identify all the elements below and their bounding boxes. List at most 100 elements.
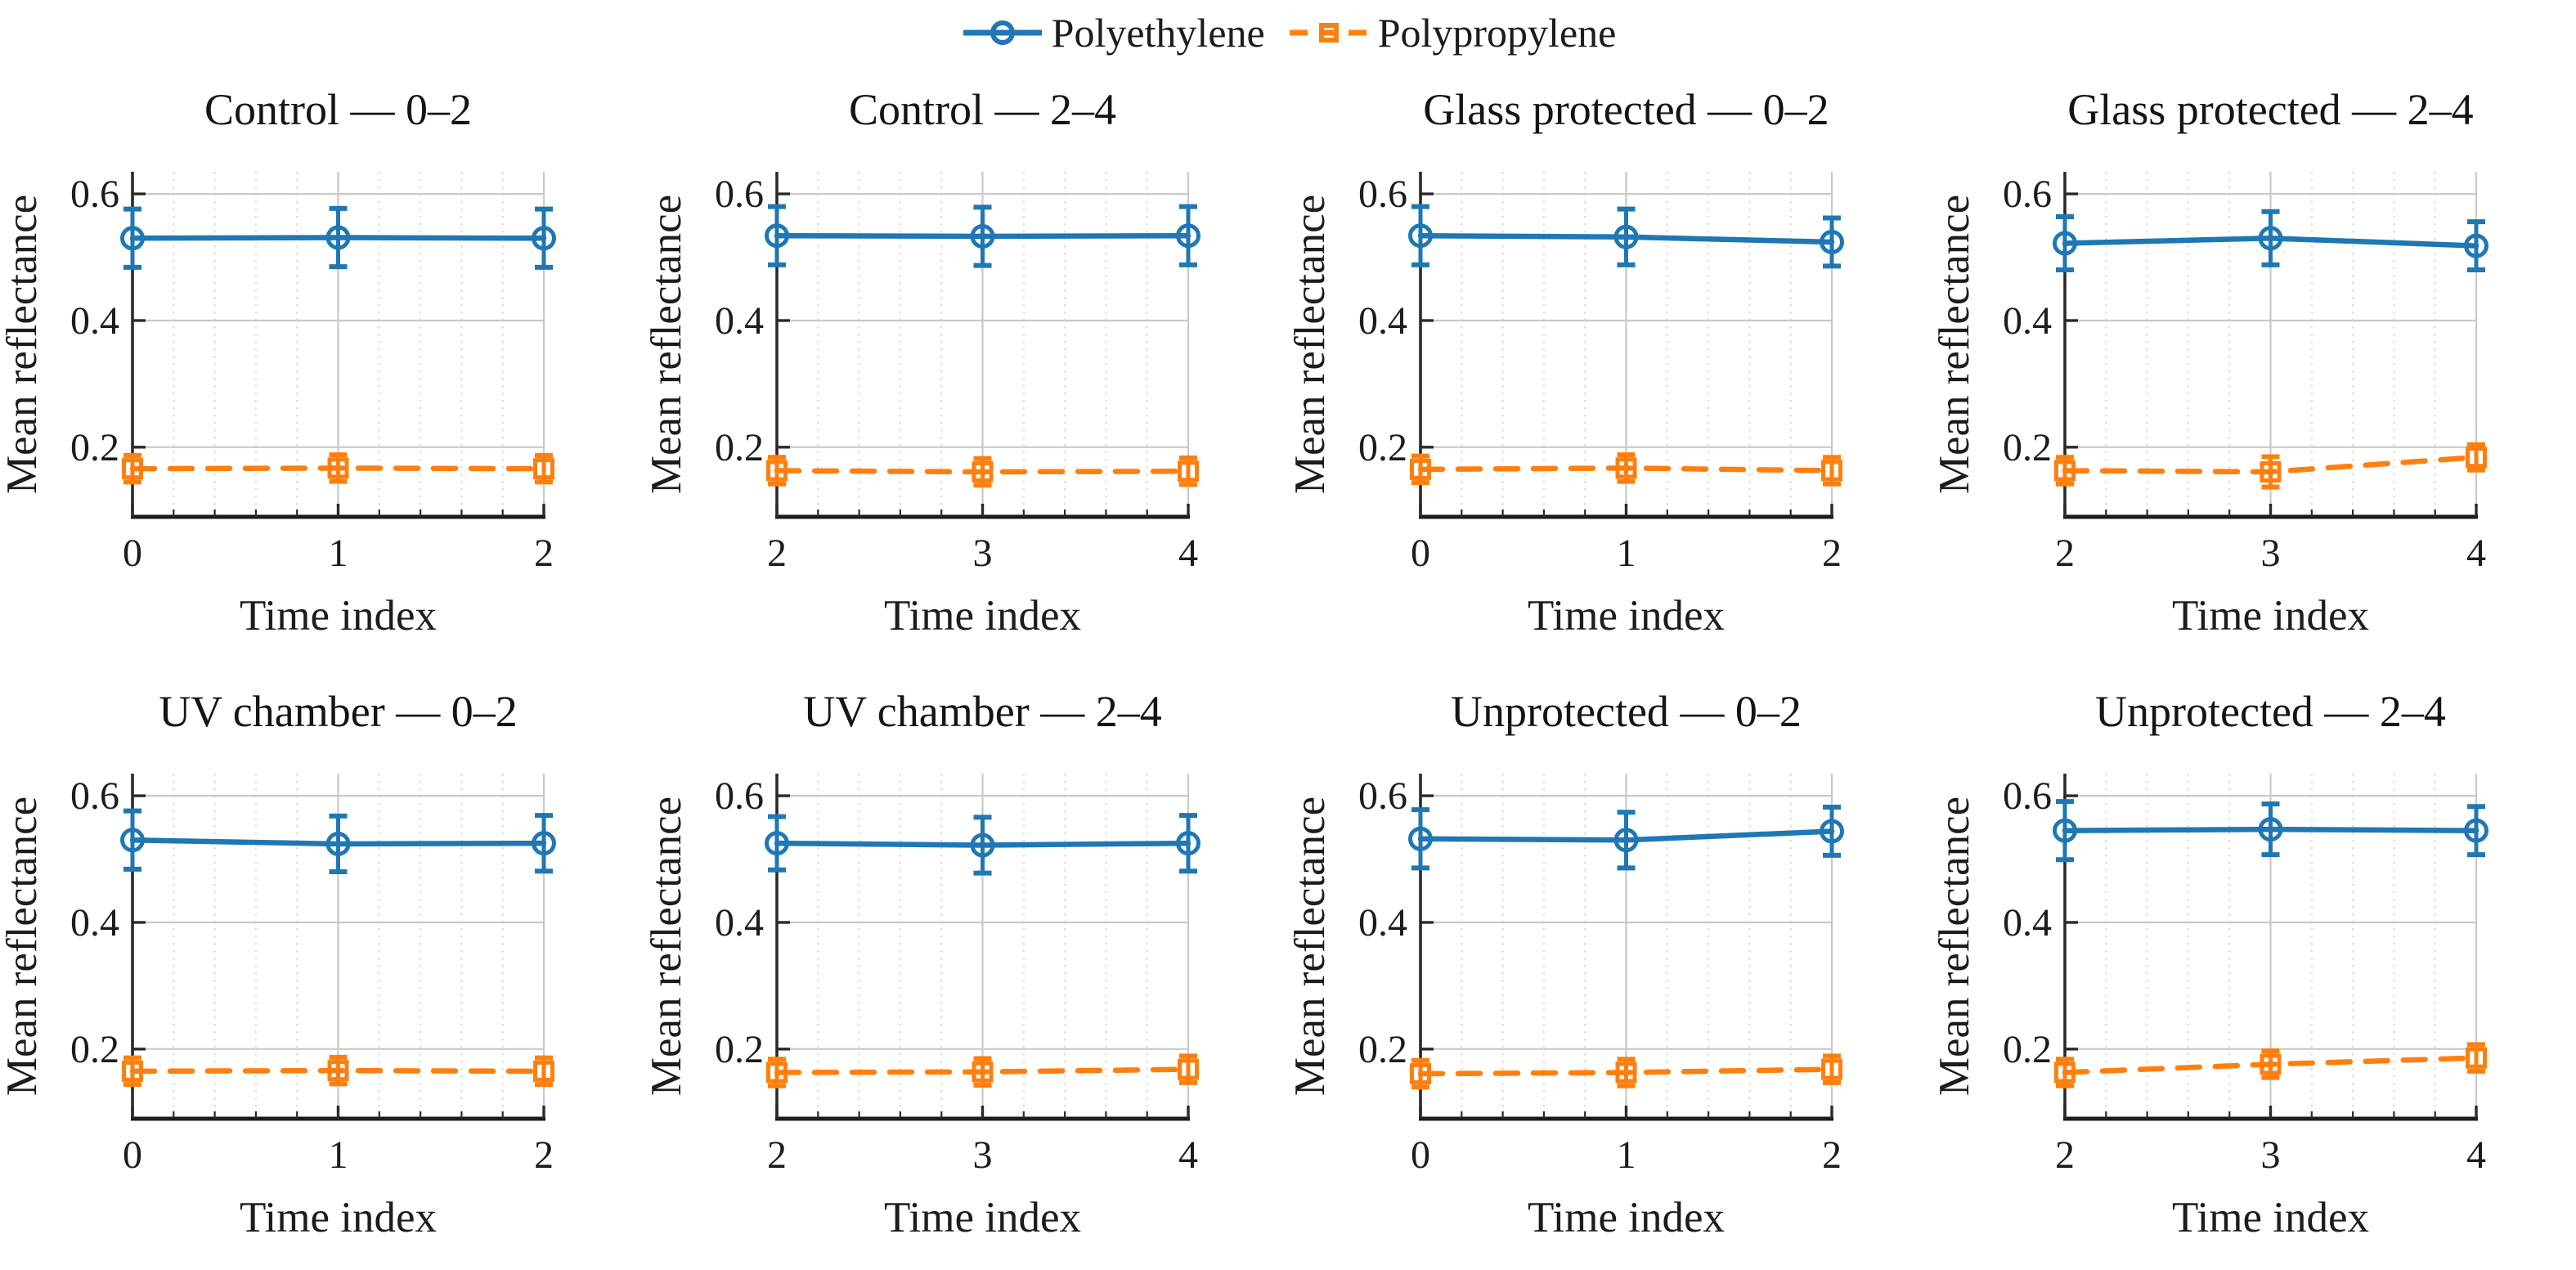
x-tick-label: 4 [1178, 532, 1198, 575]
subplot-title: UV chamber — 2–4 [803, 687, 1161, 736]
x-tick-label: 3 [972, 532, 992, 575]
x-tick-label: 0 [123, 532, 142, 575]
y-tick-label: 0.4 [2003, 299, 2052, 343]
subplot-2: 2 3 4 0.2 0.4 0.6 Control — 2–4 Time index Mean … [643, 65, 1289, 667]
y-tick-label: 0.4 [70, 299, 119, 343]
series-polyethylene [120, 808, 556, 875]
subplot-grid: 0 1 2 0.2 0.4 0.6 Control — 0–2 Time index Mean … [0, 65, 2576, 1269]
x-axis-label: Time index [1528, 1194, 1725, 1241]
x-tick-label: 0 [1411, 1133, 1430, 1177]
x-tick-label: 2 [534, 532, 554, 575]
tick-labels: 2 3 4 0.2 0.4 0.6 [715, 774, 1198, 1177]
subplot-title: Glass protected — 2–4 [2067, 85, 2473, 134]
series-polypropylene [765, 1053, 1199, 1088]
y-axis-label: Mean reflectance [1932, 195, 1978, 494]
y-axis-label: Mean reflectance [644, 195, 690, 494]
series-polyethylene [764, 813, 1200, 876]
subplot-3: 0 1 2 0.2 0.4 0.6 Glass protected — 0–2 Time in… [1286, 65, 1932, 667]
x-tick-label: 3 [2260, 532, 2280, 575]
tick-labels: 2 3 4 0.2 0.4 0.6 [2003, 774, 2486, 1177]
x-tick-label: 0 [123, 1133, 142, 1177]
y-tick-label: 0.2 [2003, 1028, 2052, 1071]
legend-label: Polyethylene [1051, 10, 1265, 56]
x-axis-label: Time index [884, 1194, 1081, 1241]
y-tick-label: 0.2 [715, 426, 764, 469]
y-axis-label: Mean reflectance [0, 195, 46, 494]
subplot-4: 2 3 4 0.2 0.4 0.6 Glass protected — 2–4 Time in… [1931, 65, 2576, 667]
subplot-title: Unprotected — 2–4 [2095, 687, 2446, 736]
series-polyethylene [120, 205, 556, 270]
polyethylene-swatch-circle-icon [963, 20, 1042, 45]
subplot-title: Unprotected — 0–2 [1451, 687, 1802, 736]
tick-labels: 0 1 2 0.2 0.4 0.6 [70, 173, 554, 575]
series-polypropylene [765, 455, 1199, 488]
subplot-1: 0 1 2 0.2 0.4 0.6 Control — 0–2 Time index Mean … [0, 65, 644, 667]
series-polypropylene [2053, 442, 2487, 490]
y-tick-label: 0.2 [1358, 1028, 1407, 1071]
x-tick-label: 2 [2055, 532, 2075, 575]
y-axis-label: Mean reflectance [644, 797, 690, 1096]
x-tick-label: 1 [1617, 1133, 1636, 1177]
y-axis-label: Mean reflectance [1932, 797, 1978, 1096]
legend-item-polyethylene: Polyethylene [960, 12, 1265, 53]
polypropylene-swatch-square-icon [1289, 23, 1368, 43]
x-tick-label: 1 [329, 532, 348, 575]
y-axis-label: Mean reflectance [1288, 195, 1334, 494]
y-tick-label: 0.6 [715, 774, 764, 818]
y-tick-label: 0.6 [715, 173, 764, 216]
tick-labels: 2 3 4 0.2 0.4 0.6 [715, 173, 1198, 575]
y-tick-label: 0.6 [70, 774, 119, 818]
x-axis-label: Time index [240, 592, 437, 639]
subplot-title: Control — 0–2 [204, 85, 472, 134]
y-tick-label: 0.2 [2003, 426, 2052, 469]
y-axis-label: Mean reflectance [1288, 797, 1334, 1096]
y-tick-label: 0.4 [1358, 901, 1407, 945]
x-tick-label: 0 [1411, 532, 1430, 575]
subplot-title: Control — 2–4 [848, 85, 1115, 134]
y-tick-label: 0.6 [2003, 173, 2052, 216]
legend-label: Polypropylene [1377, 10, 1617, 56]
x-tick-label: 2 [767, 1133, 787, 1177]
y-tick-label: 0.2 [715, 1028, 764, 1071]
subplot-2-chart: 2 3 4 0.2 0.4 0.6 Control — 2–4 Time index Mean … [643, 85, 1200, 639]
y-tick-label: 0.6 [2003, 774, 2052, 818]
subplot-title: Glass protected — 0–2 [1423, 85, 1829, 134]
y-tick-label: 0.4 [715, 299, 764, 343]
x-axis-label: Time index [240, 1194, 437, 1241]
series-polyethylene [2052, 799, 2488, 863]
series-polypropylene [122, 452, 554, 485]
series-polypropylene [122, 1054, 554, 1088]
subplot-title: UV chamber — 0–2 [159, 687, 517, 736]
y-tick-label: 0.4 [70, 901, 119, 945]
subplot-7-chart: 0 1 2 0.2 0.4 0.6 Unprotected — 0–2 Time index M… [1286, 687, 1844, 1241]
subplot-6: 2 3 4 0.2 0.4 0.6 UV chamber — 2–4 Time index Me… [643, 667, 1289, 1269]
y-tick-label: 0.4 [715, 901, 764, 945]
series-polypropylene [2053, 1042, 2487, 1088]
y-axis-label: Mean reflectance [0, 797, 46, 1096]
series-polyethylene [2052, 209, 2488, 273]
x-tick-label: 2 [534, 1133, 554, 1177]
x-axis-label: Time index [2172, 592, 2369, 639]
y-tick-label: 0.2 [70, 426, 119, 469]
x-tick-label: 2 [767, 532, 787, 575]
legend: Polyethylene Polypropylene [0, 0, 2576, 65]
x-tick-label: 1 [1617, 532, 1636, 575]
tick-labels: 0 1 2 0.2 0.4 0.6 [1358, 173, 1842, 575]
subplot-1-chart: 0 1 2 0.2 0.4 0.6 Control — 0–2 Time index Mean … [0, 85, 556, 639]
x-axis-label: Time index [2172, 1194, 2369, 1241]
subplot-5-chart: 0 1 2 0.2 0.4 0.6 UV chamber — 0–2 Time index Me… [0, 687, 556, 1241]
x-tick-label: 2 [2055, 1133, 2075, 1177]
legend-item-polypropylene: Polypropylene [1286, 10, 1617, 56]
x-tick-label: 2 [1822, 532, 1842, 575]
y-tick-label: 0.6 [1358, 173, 1407, 216]
subplot-5: 0 1 2 0.2 0.4 0.6 UV chamber — 0–2 Time index Me… [0, 667, 644, 1269]
tick-labels: 0 1 2 0.2 0.4 0.6 [70, 774, 554, 1177]
x-tick-label: 2 [1822, 1133, 1842, 1177]
x-tick-label: 3 [2260, 1133, 2280, 1177]
y-tick-label: 0.4 [2003, 901, 2052, 945]
series-polyethylene [1408, 204, 1844, 269]
series-polyethylene [1408, 805, 1844, 871]
x-axis-label: Time index [884, 592, 1081, 639]
y-tick-label: 0.2 [70, 1028, 119, 1071]
